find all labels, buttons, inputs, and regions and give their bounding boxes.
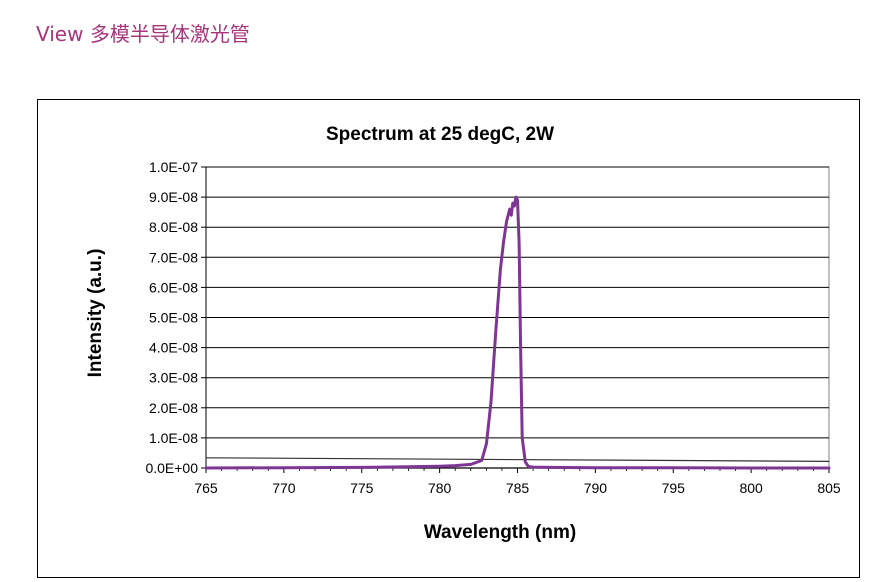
y-tick-label: 9.0E-08 — [149, 189, 198, 205]
spectrum-line — [204, 195, 831, 470]
x-tick-label: 800 — [739, 480, 763, 496]
y-tick-label: 0.0E+00 — [145, 460, 198, 476]
y-tick-label: 1.0E-07 — [149, 159, 198, 175]
spectrum-chart: Spectrum at 25 degC, 2W Intensity (a.u.)… — [85, 124, 841, 543]
y-tick-label: 8.0E-08 — [149, 219, 198, 235]
x-tick-label: 770 — [272, 480, 296, 496]
x-tick-label: 765 — [194, 480, 218, 496]
chart-frame: Spectrum at 25 degC, 2W Intensity (a.u.)… — [37, 99, 860, 578]
chart-title: Spectrum at 25 degC, 2W — [326, 124, 554, 145]
x-tick-label: 775 — [350, 480, 374, 496]
baseline-line — [205, 457, 830, 462]
y-axis-label: Intensity (a.u.) — [85, 249, 106, 378]
y-tick-label: 4.0E-08 — [149, 340, 198, 356]
y-tick-label: 2.0E-08 — [149, 400, 198, 416]
y-tick-label: 1.0E-08 — [149, 430, 198, 446]
page-heading[interactable]: View 多模半导体激光管 — [36, 22, 250, 46]
x-tick-label: 785 — [506, 480, 530, 496]
y-tick-label: 3.0E-08 — [149, 370, 198, 386]
x-tick-label: 795 — [662, 480, 686, 496]
y-tick-label: 5.0E-08 — [149, 310, 198, 326]
x-tick-label: 805 — [817, 480, 841, 496]
x-tick-label: 790 — [584, 480, 608, 496]
y-tick-label: 6.0E-08 — [149, 279, 198, 295]
x-tick-label: 780 — [428, 480, 452, 496]
x-axis-label: Wavelength (nm) — [424, 522, 576, 543]
y-tick-label: 7.0E-08 — [149, 249, 198, 265]
